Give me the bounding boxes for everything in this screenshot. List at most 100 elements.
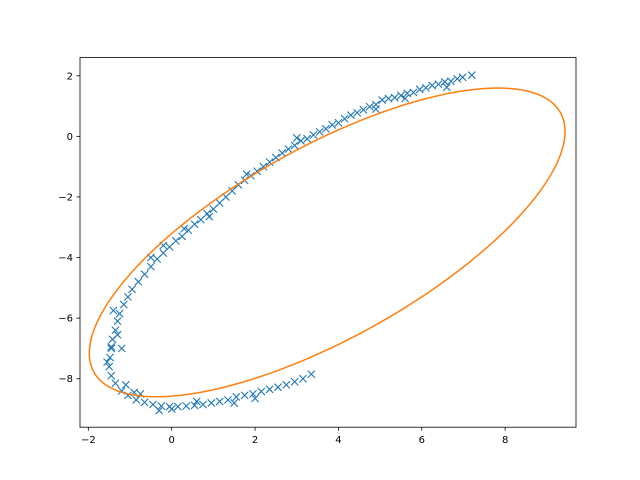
scatter-point (365, 102, 374, 111)
scatter-point (132, 395, 141, 404)
scatter-point (307, 370, 316, 379)
scatter-point (215, 199, 224, 208)
scatter-point (205, 212, 214, 221)
scatter-point (148, 400, 157, 409)
scatter-point (190, 220, 199, 229)
x-tick-label: 4 (335, 435, 341, 446)
y-tick-label: −4 (58, 253, 73, 264)
y-tick-label: 0 (67, 132, 73, 143)
scatter-point (299, 374, 307, 383)
scatter-point (296, 136, 305, 145)
y-tick-label: −8 (58, 374, 73, 385)
scatter-point (403, 89, 412, 98)
scatter-point (428, 81, 437, 90)
scatter-point (282, 380, 291, 389)
scatter-point (328, 120, 337, 129)
scatter-point (384, 94, 393, 103)
scatter-point (442, 83, 451, 92)
y-tick-label: −6 (58, 314, 73, 325)
scatter-point (106, 353, 114, 362)
y-tick-label: −2 (58, 192, 73, 203)
x-tick-label: 2 (252, 435, 258, 446)
plot-frame (79, 57, 577, 428)
scatter-point (453, 74, 462, 83)
scatter-point (353, 108, 362, 117)
scatter-point (278, 149, 287, 158)
scatter-point (178, 232, 187, 241)
scatter-point (446, 77, 455, 86)
scatter-point (223, 395, 232, 404)
scatter-point (458, 73, 467, 82)
x-axis: −2 0 2 4 6 8 (81, 427, 508, 446)
fitted-ellipse-line (88, 87, 566, 398)
scatter-point (196, 215, 205, 224)
scatter-point (159, 249, 168, 257)
scatter-point (359, 105, 368, 114)
x-tick-label: 6 (419, 435, 425, 446)
scatter-point (123, 292, 132, 301)
x-tick-label: −2 (81, 435, 96, 446)
scatter-point (371, 105, 380, 114)
scatter-point (140, 270, 149, 279)
scatter-point (128, 285, 137, 294)
scatter-point (167, 405, 176, 414)
scatter-point (192, 397, 201, 406)
scatter-point (265, 385, 274, 394)
scatter-point (113, 317, 122, 326)
scatter-point (401, 94, 410, 103)
scatter-point (259, 162, 268, 171)
scatter-point (273, 383, 282, 392)
y-axis: −8 −6 −4 −2 0 2 (58, 71, 80, 385)
scatter-point (292, 133, 301, 142)
scatter-point (105, 362, 114, 371)
scatter-point (184, 226, 193, 235)
scatter-point (284, 145, 293, 154)
y-tick-label: 2 (67, 71, 73, 82)
scatter-point (257, 387, 266, 396)
scatter-point (153, 255, 162, 264)
scatter-point (378, 96, 387, 105)
scatter-point (113, 330, 122, 339)
scatter-point (440, 77, 449, 86)
scatter-point (103, 358, 112, 367)
scatter-point (155, 406, 164, 415)
scatter-point (346, 111, 355, 120)
scatter-point (228, 186, 237, 195)
scatter-point (107, 371, 116, 380)
x-tick-label: 8 (502, 435, 508, 446)
scatter-point (230, 398, 239, 407)
scatter-point (251, 394, 260, 403)
scatter-point (111, 326, 120, 335)
scatter-point (303, 134, 312, 143)
scatter-point (190, 401, 199, 410)
scatter-point (240, 391, 249, 400)
scatter-point (415, 85, 424, 94)
scatter-point (265, 158, 274, 167)
scatter-point (396, 91, 405, 100)
scatter-point (434, 80, 443, 89)
scatter-point (290, 377, 299, 386)
scatter-point (109, 306, 118, 315)
scatter-point (309, 130, 318, 139)
scatter-point (467, 71, 476, 80)
scatter-point (165, 242, 174, 251)
scatter-series (103, 71, 476, 415)
scatter-point (146, 262, 155, 271)
x-tick-label: 0 (169, 435, 175, 446)
scatter-point (198, 400, 207, 409)
scatter-point (290, 141, 299, 150)
scatter-point (334, 118, 343, 127)
scatter-point (182, 402, 191, 410)
scatter-point (421, 83, 430, 92)
scatter-point (134, 277, 143, 286)
scatter-point (207, 398, 216, 407)
scatter-point (115, 309, 124, 318)
scatter-point (107, 342, 116, 351)
scatter-point (121, 380, 130, 389)
data-layer (88, 71, 566, 415)
scatter-point (119, 300, 128, 309)
scatter-point (215, 397, 224, 406)
